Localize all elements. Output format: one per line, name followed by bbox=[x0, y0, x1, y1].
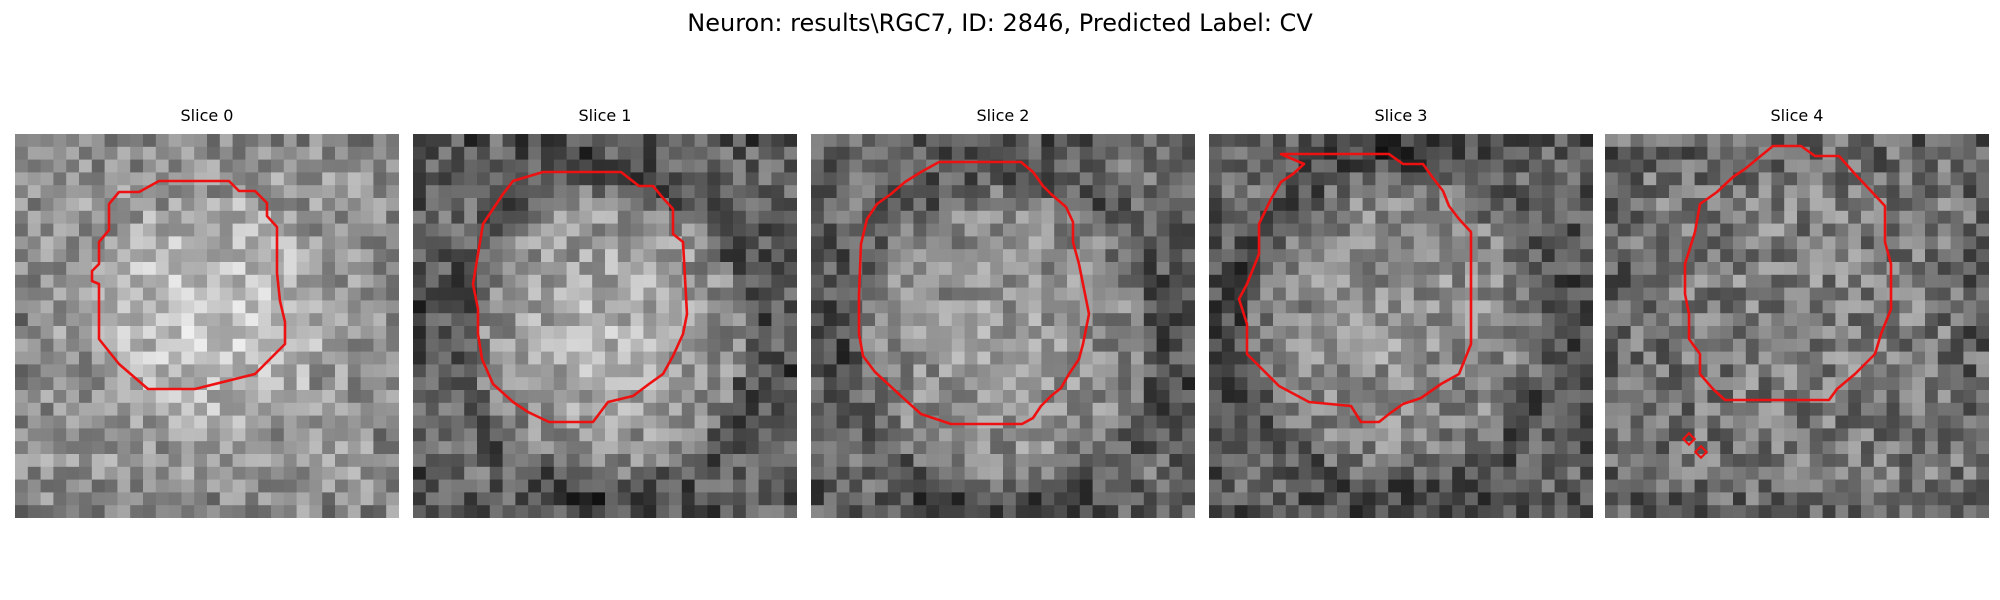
slice-title: Slice 3 bbox=[1374, 106, 1428, 125]
pixel-grid bbox=[1209, 134, 1593, 518]
slice-title: Slice 1 bbox=[578, 106, 632, 125]
pixel-grid bbox=[15, 134, 399, 518]
slice-image-2 bbox=[811, 134, 1195, 518]
segmentation-contour bbox=[471, 170, 689, 424]
segmentation-contour bbox=[1683, 144, 1893, 402]
slice-title: Slice 2 bbox=[976, 106, 1030, 125]
slice-image-4 bbox=[1605, 134, 1989, 518]
contour-artifact bbox=[1681, 431, 1697, 447]
figure-title: Neuron: results\RGC7, ID: 2846, Predicte… bbox=[687, 9, 1313, 37]
slice-image-0 bbox=[15, 134, 399, 518]
pixel-grid bbox=[811, 134, 1195, 518]
slice-title: Slice 0 bbox=[180, 106, 234, 125]
segmentation-contour bbox=[90, 179, 287, 391]
pixel-grid bbox=[1605, 134, 1989, 518]
segmentation-contour bbox=[857, 160, 1091, 426]
pixel-grid bbox=[413, 134, 797, 518]
slice-image-3 bbox=[1209, 134, 1593, 518]
contour-artifact bbox=[1693, 444, 1709, 460]
slice-title: Slice 4 bbox=[1770, 106, 1824, 125]
slice-image-1 bbox=[413, 134, 797, 518]
segmentation-contour bbox=[1237, 152, 1473, 424]
